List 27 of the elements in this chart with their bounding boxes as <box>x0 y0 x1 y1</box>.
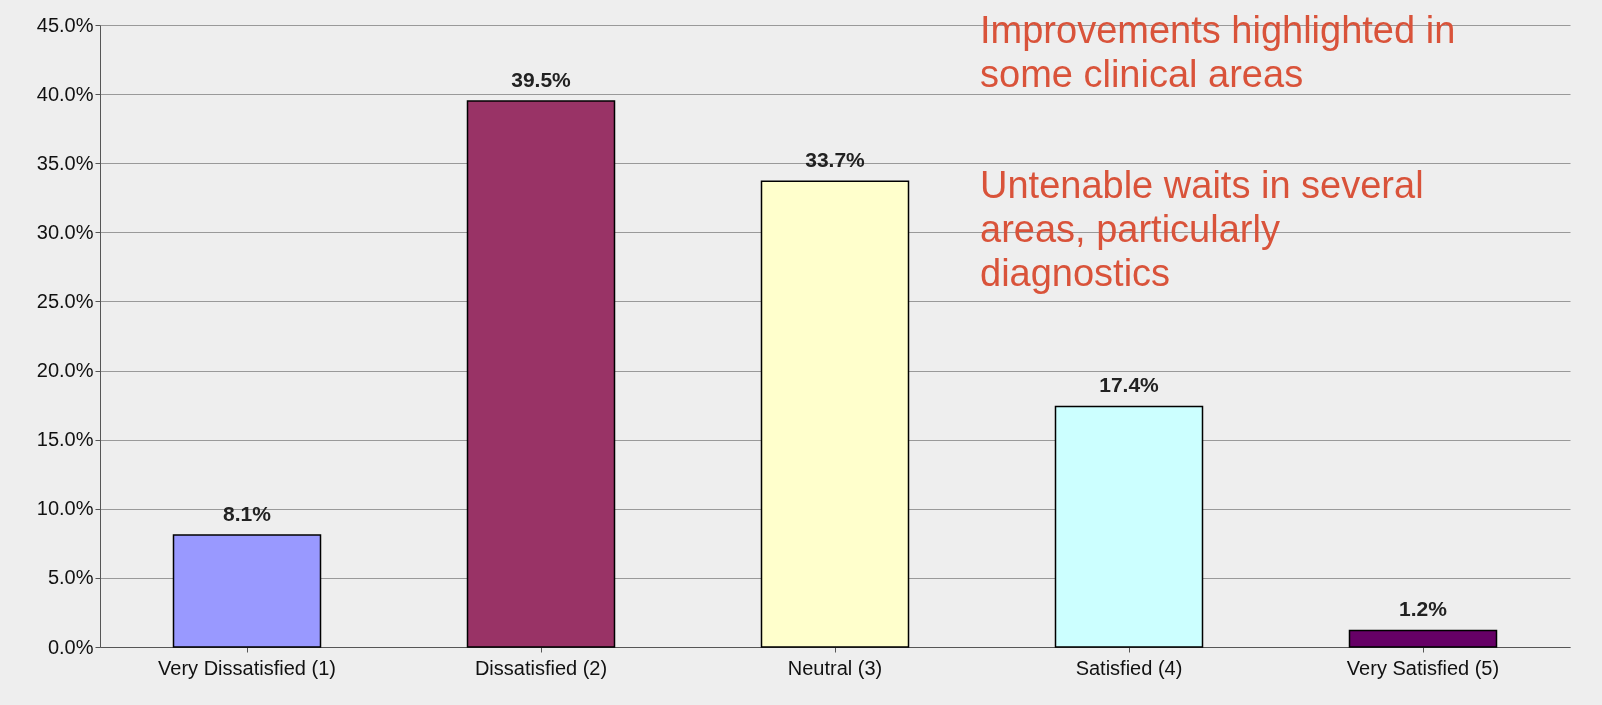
y-tick-label: 15.0% <box>36 428 94 451</box>
y-tick-label: 0.0% <box>47 635 94 658</box>
x-tick-label: Very Dissatisfied (1) <box>158 656 336 679</box>
y-tick-label: 35.0% <box>36 151 94 174</box>
y-tick-label: 20.0% <box>36 359 94 382</box>
data-label: 17.4% <box>1099 373 1160 397</box>
y-tick-label: 45.0% <box>36 13 94 36</box>
bar <box>1054 405 1204 648</box>
bar <box>172 534 322 648</box>
x-tick-label: Very Satisfied (5) <box>1346 656 1500 679</box>
data-label: 1.2% <box>1399 597 1448 621</box>
bar <box>760 180 910 648</box>
x-tick-label: Dissatisfied (2) <box>474 656 608 679</box>
x-tick-label: Neutral (3) <box>787 656 883 679</box>
annotation: Improvements highlighted in some clinical areas <box>980 9 1456 95</box>
y-tick-label: 40.0% <box>36 82 94 105</box>
data-label: 8.1% <box>223 502 272 526</box>
annotation: Untenable waits in several areas, particularly diagnostics <box>980 164 1424 294</box>
y-tick-label: 10.0% <box>36 497 94 520</box>
y-tick-label: 30.0% <box>36 220 94 243</box>
bar <box>466 100 616 648</box>
data-label: 33.7% <box>805 148 866 172</box>
x-tick-label: Satisfied (4) <box>1075 656 1183 679</box>
data-label: 39.5% <box>511 68 572 92</box>
y-tick-label: 25.0% <box>36 289 94 312</box>
y-tick-label: 5.0% <box>47 566 94 589</box>
bar <box>1348 629 1498 648</box>
